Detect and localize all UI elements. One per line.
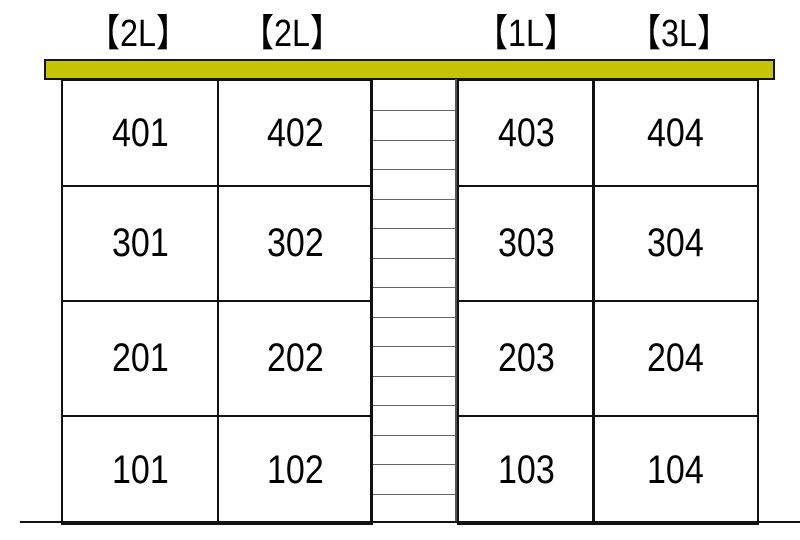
room-number: 402 <box>266 110 324 155</box>
room-303: 303 <box>457 185 595 302</box>
layout-label-col2: 【2L】 <box>241 13 343 55</box>
room-404: 404 <box>592 79 759 187</box>
room-number: 103 <box>497 447 555 492</box>
layout-label-col4: 【3L】 <box>628 13 730 55</box>
room-401: 401 <box>61 79 219 187</box>
stair-step <box>372 405 455 406</box>
stair-step <box>372 464 455 465</box>
room-101: 101 <box>61 415 219 525</box>
staircase <box>370 79 458 522</box>
room-102: 102 <box>217 415 373 525</box>
room-number: 102 <box>266 447 324 492</box>
ground-line <box>20 521 800 523</box>
stair-step <box>372 228 455 229</box>
room-number: 204 <box>647 336 704 380</box>
room-number: 202 <box>266 336 324 380</box>
room-201: 201 <box>61 300 219 417</box>
room-203: 203 <box>457 300 595 417</box>
stair-step <box>372 435 455 436</box>
room-number: 303 <box>497 221 555 265</box>
room-number: 304 <box>647 221 704 265</box>
roof <box>44 59 775 80</box>
room-304: 304 <box>592 185 759 302</box>
layout-label-col1: 【2L】 <box>87 13 189 55</box>
room-number: 401 <box>111 110 169 155</box>
room-402: 402 <box>217 79 373 187</box>
room-301: 301 <box>61 185 219 302</box>
stair-step <box>372 287 455 288</box>
stair-step <box>372 346 455 347</box>
room-204: 204 <box>592 300 759 417</box>
room-number: 301 <box>111 221 169 265</box>
stair-step <box>372 317 455 318</box>
layout-label-col3: 【1L】 <box>475 13 577 55</box>
room-202: 202 <box>217 300 373 417</box>
room-number: 201 <box>111 336 169 380</box>
room-number: 104 <box>647 447 704 492</box>
stair-step <box>372 169 455 170</box>
stair-step <box>372 110 455 111</box>
room-302: 302 <box>217 185 373 302</box>
stair-step <box>372 376 455 377</box>
room-number: 404 <box>647 110 704 155</box>
stair-step <box>372 258 455 259</box>
room-number: 403 <box>497 110 555 155</box>
room-403: 403 <box>457 79 595 187</box>
stair-step <box>372 494 455 495</box>
room-104: 104 <box>592 415 759 525</box>
room-number: 101 <box>111 447 169 492</box>
stair-step <box>372 140 455 141</box>
room-number: 203 <box>497 336 555 380</box>
room-103: 103 <box>457 415 595 525</box>
stair-step <box>372 199 455 200</box>
room-number: 302 <box>266 221 324 265</box>
